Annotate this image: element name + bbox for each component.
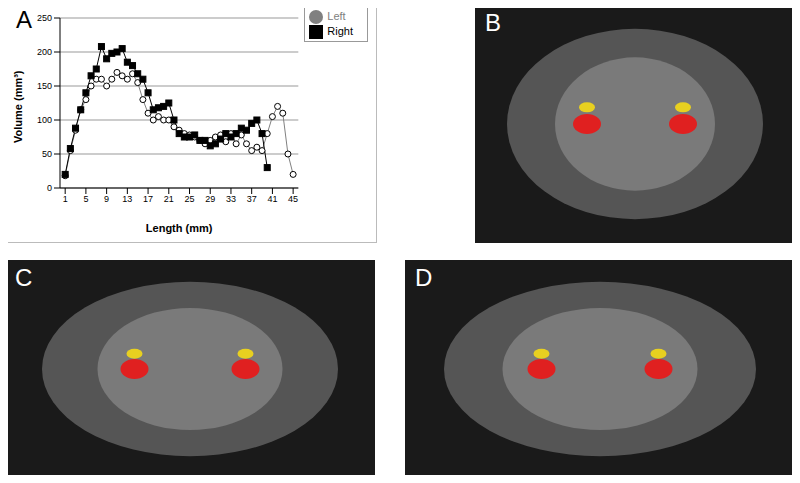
svg-text:5: 5 [83, 194, 88, 204]
html-text:Left: Left [327, 10, 346, 22]
svg-text:0: 0 [47, 183, 52, 193]
svg-text:37: 37 [247, 194, 257, 204]
svg-text:9: 9 [104, 194, 109, 204]
html-text:Right: Right [327, 25, 353, 38]
svg-text:17: 17 [143, 194, 153, 204]
svg-text:200: 200 [37, 47, 52, 57]
svg-text:100: 100 [37, 115, 52, 125]
html-text:D: D [415, 264, 433, 291]
svg-text:1: 1 [63, 194, 68, 204]
svg-text:250: 250 [37, 13, 52, 23]
svg-text:33: 33 [226, 194, 236, 204]
svg-text:45: 45 [288, 194, 298, 204]
html-text:A: A [16, 6, 32, 33]
svg-text:13: 13 [122, 194, 132, 204]
svg-text:Length (mm): Length (mm) [146, 222, 213, 234]
html-text:B: B [485, 9, 501, 36]
svg-text:21: 21 [164, 194, 174, 204]
svg-text:25: 25 [185, 194, 195, 204]
svg-text:50: 50 [42, 149, 52, 159]
svg-text:150: 150 [37, 81, 52, 91]
svg-text:41: 41 [267, 194, 277, 204]
svg-text:Volume (mm³): Volume (mm³) [12, 70, 24, 143]
html-text:C: C [15, 264, 33, 291]
svg-text:29: 29 [205, 194, 215, 204]
